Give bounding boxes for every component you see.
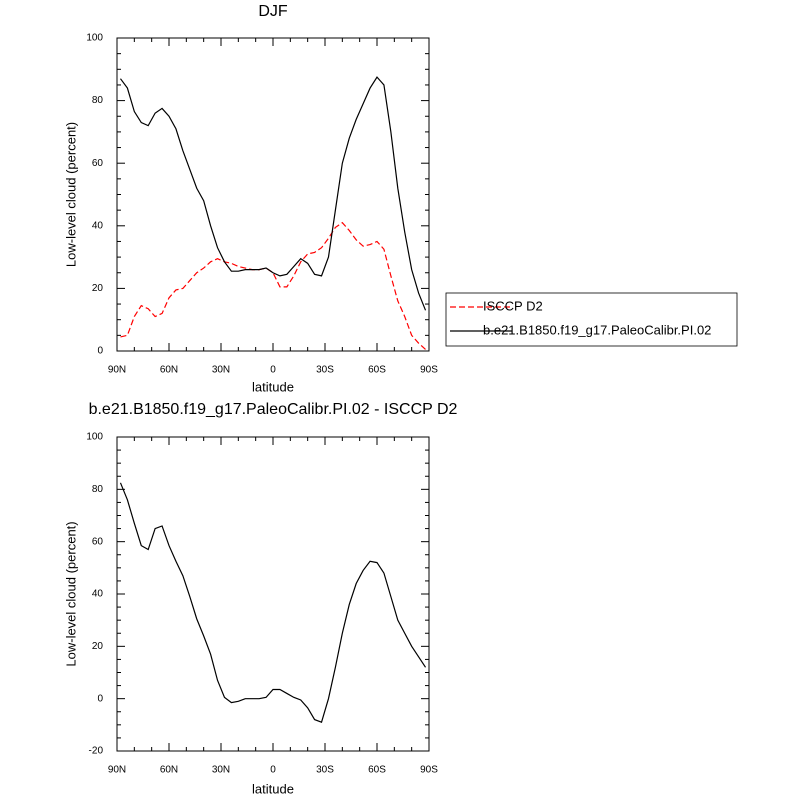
y-tick-label: 20 <box>92 283 104 294</box>
legend-box <box>445 292 738 347</box>
x-tick-label: 30N <box>212 365 230 376</box>
plot-frame <box>116 436 430 752</box>
x-tick-label: 90S <box>420 365 438 376</box>
y-axis-label: Low-level cloud (percent) <box>63 521 78 666</box>
x-tick-label: 0 <box>270 765 276 776</box>
chart-title: DJF <box>258 3 288 20</box>
y-tick-label: 0 <box>97 693 103 704</box>
x-tick-label: 90S <box>420 765 438 776</box>
y-tick-label: 100 <box>86 432 103 443</box>
legend-label: b.e21.B1850.f19_g17.PaleoCalibr.PI.02 <box>483 322 711 337</box>
x-tick-label: 60S <box>368 765 386 776</box>
y-axis-label: Low-level cloud (percent) <box>63 122 78 267</box>
x-axis-label: latitude <box>252 781 294 796</box>
x-tick-label: 30S <box>316 365 334 376</box>
x-axis-label: latitude <box>252 379 294 394</box>
y-tick-label: 80 <box>92 95 104 106</box>
y-tick-label: 60 <box>92 536 104 547</box>
y-tick-label: 40 <box>92 589 104 600</box>
x-tick-label: 30N <box>212 765 230 776</box>
y-tick-label: 60 <box>92 158 104 169</box>
series-line <box>119 76 427 311</box>
legend-label: ISCCP D2 <box>483 298 543 313</box>
y-tick-label: -20 <box>89 746 104 757</box>
plot-frame <box>116 37 430 352</box>
x-tick-label: 60S <box>368 365 386 376</box>
x-tick-label: 90N <box>108 765 126 776</box>
series-line <box>120 221 426 350</box>
y-tick-label: 40 <box>92 220 104 231</box>
y-tick-label: 80 <box>92 484 104 495</box>
chart-title: b.e21.B1850.f19_g17.PaleoCalibr.PI.02 - … <box>89 401 458 418</box>
x-tick-label: 60N <box>160 765 178 776</box>
x-tick-label: 60N <box>160 365 178 376</box>
y-tick-label: 100 <box>86 33 103 44</box>
y-tick-label: 0 <box>97 346 103 357</box>
x-tick-label: 90N <box>108 365 126 376</box>
x-tick-label: 30S <box>316 765 334 776</box>
y-tick-label: 20 <box>92 641 104 652</box>
series-line <box>119 482 427 724</box>
x-tick-label: 0 <box>270 365 276 376</box>
